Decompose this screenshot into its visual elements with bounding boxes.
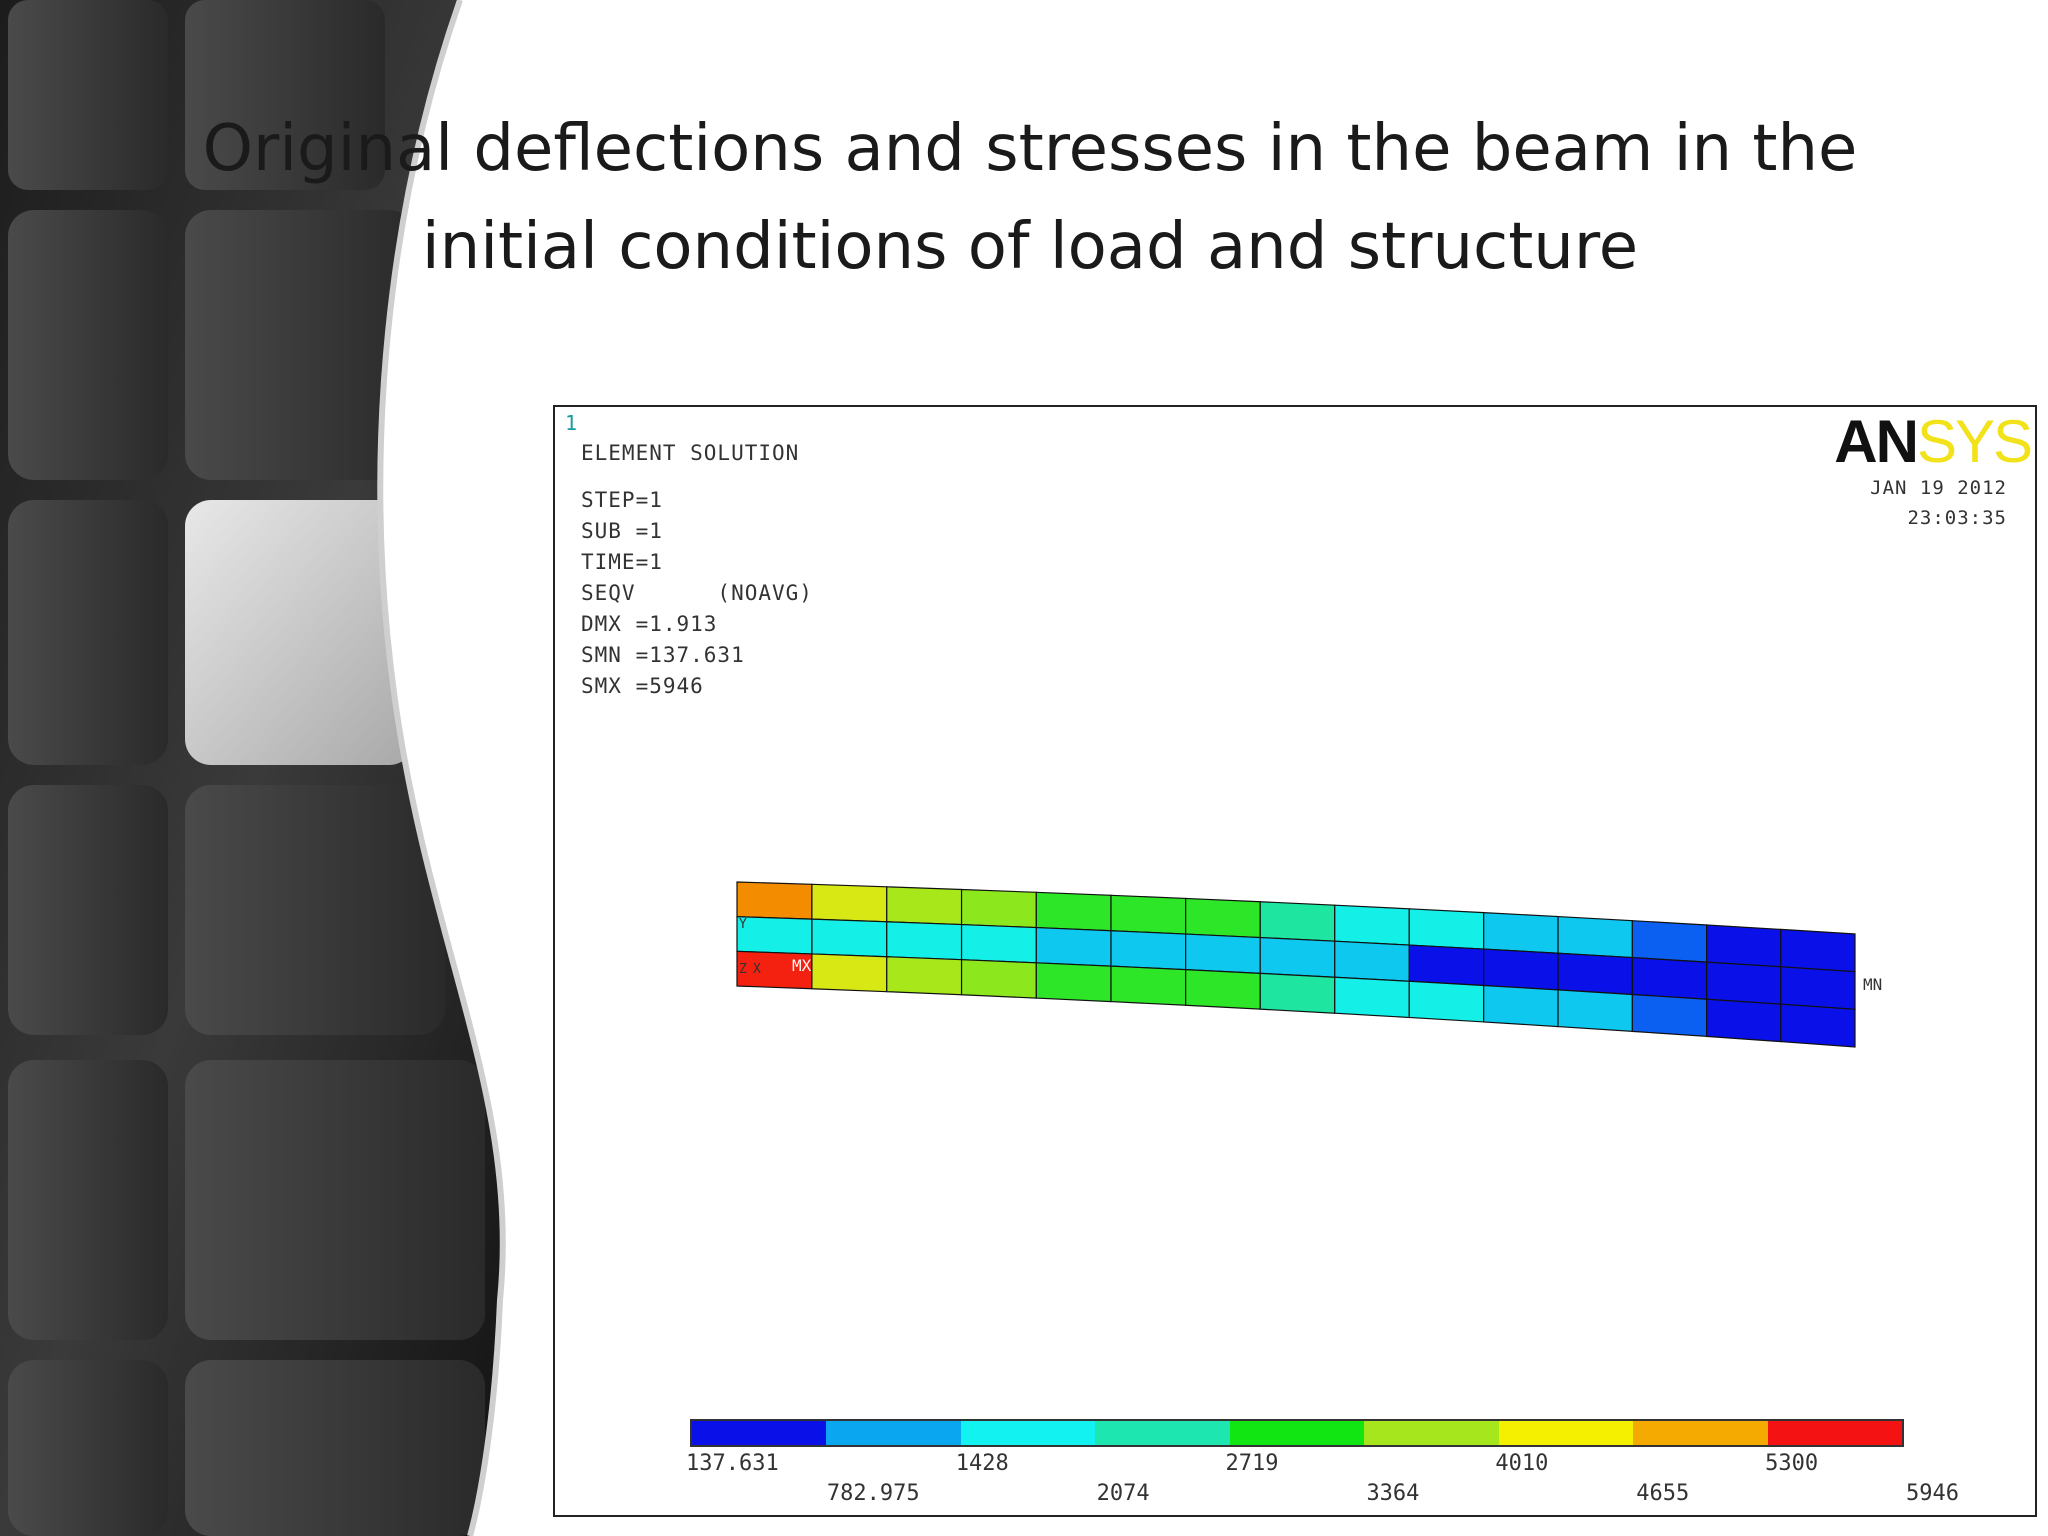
beam-element [960, 923, 1037, 964]
legend-swatch-5 [1229, 1421, 1365, 1445]
beam-element [1408, 908, 1485, 950]
beam-element [1259, 972, 1336, 1014]
beam-element [1334, 940, 1410, 982]
beam-element [1780, 966, 1856, 1010]
contour-legend-bar [690, 1419, 1904, 1447]
beam-element [1185, 897, 1261, 939]
beam-element [1557, 952, 1633, 996]
beam-element [736, 881, 813, 920]
beam-element [1408, 980, 1485, 1023]
beam-element [1706, 998, 1782, 1043]
beam-element [1631, 956, 1708, 1000]
beam-element [1557, 989, 1633, 1033]
slide-title: Original deflections and stresses in the… [170, 100, 1890, 296]
beam-element [1483, 984, 1559, 1028]
beam-element [1185, 969, 1261, 1010]
logo-dark-part: AN [1834, 408, 1919, 475]
slide-backdrop [0, 0, 506, 1536]
run-date: JAN 19 2012 [1870, 477, 2007, 499]
beam-element [886, 886, 963, 926]
legend-swatch-3 [960, 1421, 1096, 1445]
window-number: 1 [565, 411, 578, 435]
beam-element [811, 883, 888, 923]
legend-label-bottom: 3364 [1366, 1481, 1420, 1506]
solution-header: ELEMENT SOLUTION [581, 441, 800, 465]
legend-label-bottom: 782.975 [826, 1481, 920, 1506]
beam-element [811, 918, 888, 958]
max-stress-marker: MX [792, 956, 812, 975]
legend-swatch-1 [692, 1421, 827, 1445]
axis-x-label: X [753, 962, 761, 977]
info-dmx: DMX =1.913 [581, 612, 718, 636]
beam-element [1706, 961, 1782, 1005]
beam-element [1706, 924, 1782, 968]
legend-label-top: 2719 [1225, 1451, 1279, 1476]
legend-swatch-2 [826, 1421, 961, 1445]
beam-element [736, 916, 813, 955]
slide-title-line-1: Original deflections and stresses in the… [202, 112, 1858, 186]
beam-element [1110, 965, 1187, 1006]
legend-label-top: 1428 [955, 1451, 1009, 1476]
legend-label-top: 137.631 [686, 1451, 779, 1476]
legend-swatch-8 [1633, 1421, 1768, 1445]
legend-label-top: 4010 [1495, 1451, 1549, 1476]
info-smx: SMX =5946 [581, 674, 704, 698]
beam-element [1035, 891, 1112, 932]
beam-element [1334, 904, 1410, 946]
legend-swatch-9 [1767, 1421, 1902, 1445]
beam-element [886, 956, 963, 996]
beam-element [960, 959, 1037, 999]
beam-element [1408, 944, 1485, 987]
beam-element [960, 888, 1037, 929]
beam-element [1259, 936, 1336, 978]
legend-label-bottom: 2074 [1096, 1481, 1150, 1506]
beam-element [811, 953, 888, 993]
beam-element [1483, 948, 1559, 991]
axis-y-label: Y [739, 917, 747, 932]
min-stress-marker: MN [1863, 975, 1882, 994]
legend-swatch-4 [1095, 1421, 1230, 1445]
beam-element [1780, 1003, 1856, 1048]
beam-element [1780, 928, 1856, 973]
info-time: TIME=1 [581, 550, 663, 574]
logo-light-part: SYS [1916, 408, 2033, 475]
legend-swatch-7 [1498, 1421, 1634, 1445]
beam-element [1259, 901, 1336, 942]
info-sub: SUB =1 [581, 519, 663, 543]
beam-element [1110, 930, 1187, 971]
beam-element [1631, 920, 1708, 963]
run-time: 23:03:35 [1907, 507, 2007, 529]
slide-title-line-2: initial conditions of load and structure [421, 210, 1639, 284]
info-smn: SMN =137.631 [581, 643, 745, 667]
legend-label-top: 5300 [1765, 1451, 1819, 1476]
axis-z-label: Z [739, 962, 747, 977]
legend-label-bottom: 4655 [1636, 1481, 1690, 1506]
ansys-logo: ANSYS [1834, 407, 2033, 477]
beam-element [1631, 993, 1708, 1038]
beam-element [1334, 976, 1410, 1019]
beam-element [1557, 915, 1633, 959]
beam-contour-plot: MX MN Y Z X [736, 881, 1882, 1048]
legend-label-bottom: 5946 [1906, 1481, 1959, 1506]
beam-element [1483, 911, 1559, 954]
info-step: STEP=1 [581, 488, 663, 512]
ansys-result-screenshot: MX MN Y Z X 1 ELEMENT SOLUTION STEP=1 SUB =1… [553, 405, 2037, 1517]
beam-element [1110, 894, 1187, 935]
solution-info-list: STEP=1 SUB =1 TIME=1 SEQV (NOAVG) DMX =1… [581, 485, 813, 702]
beam-element [886, 921, 963, 961]
beam-element [1035, 962, 1112, 1003]
info-seqv: SEQV (NOAVG) [581, 581, 813, 605]
legend-swatch-6 [1364, 1421, 1499, 1445]
beam-element [1035, 926, 1112, 967]
beam-element [1185, 933, 1261, 974]
